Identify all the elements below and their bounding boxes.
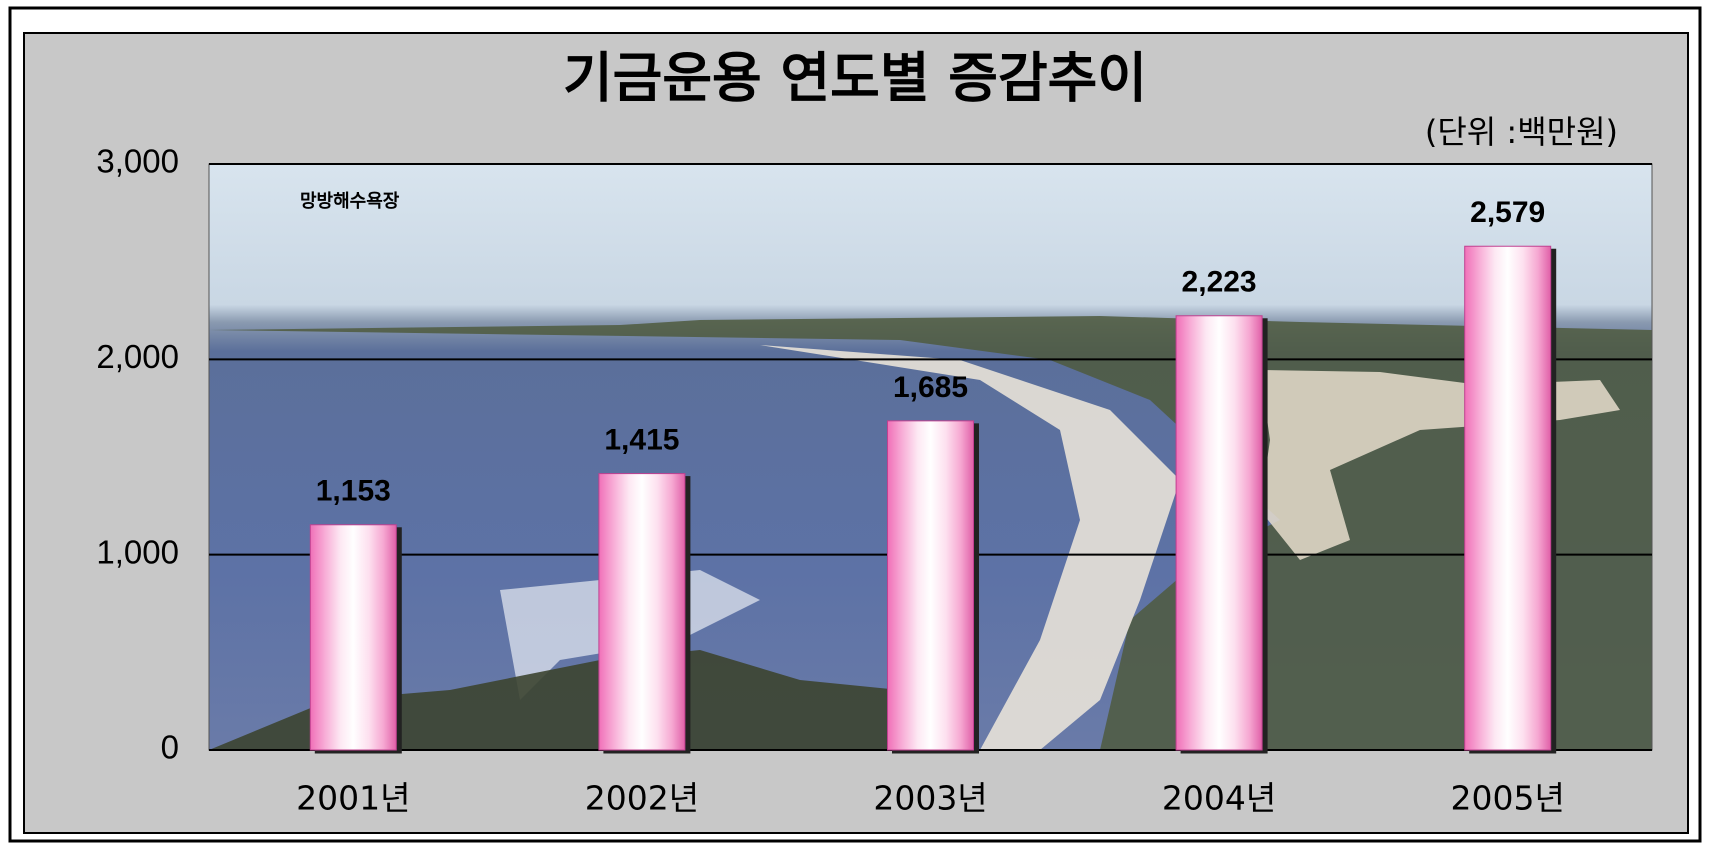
bar <box>598 473 686 751</box>
unit-label: (단위 :백만원) <box>1425 113 1618 151</box>
value-label: 2,579 <box>1470 196 1545 229</box>
x-tick-label: 2003년 <box>873 779 987 818</box>
value-label: 1,685 <box>893 371 968 404</box>
value-label: 1,153 <box>316 475 391 508</box>
x-tick-label: 2002년 <box>585 779 699 818</box>
y-tick-label: 2,000 <box>96 338 179 375</box>
chart-title: 기금운용 연도별 증감추이 <box>563 47 1147 110</box>
x-tick-label: 2001년 <box>296 779 410 818</box>
photo-caption: 망방해수욕장 <box>300 191 400 212</box>
y-tick-label: 3,000 <box>96 143 179 180</box>
x-tick-label: 2004년 <box>1162 779 1276 818</box>
bar <box>1175 315 1263 751</box>
value-label: 2,223 <box>1182 266 1257 299</box>
bar <box>309 524 397 751</box>
bar <box>1464 245 1552 751</box>
y-tick-label: 0 <box>161 729 179 766</box>
x-tick-label: 2005년 <box>1451 779 1565 818</box>
y-tick-label: 1,000 <box>96 533 179 570</box>
value-label: 1,415 <box>604 424 679 457</box>
bar <box>887 420 974 751</box>
